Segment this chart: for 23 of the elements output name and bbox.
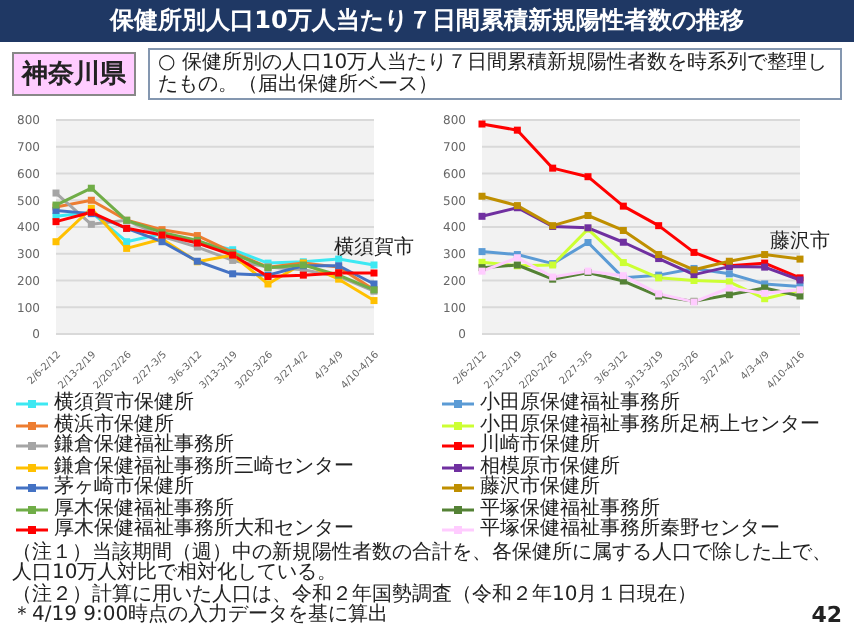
annotation: 藤沢市 (770, 229, 830, 254)
legend-label: 小田原保健福祉事務所足柄上センター (480, 413, 820, 435)
legend-label: 横浜市保健所 (54, 413, 174, 435)
legend-label: 鎌倉保健福祉事務所 (54, 434, 234, 456)
text: 神奈川県 (12, 52, 136, 96)
text: 保健所別人口10万人当たり７日間累積新規陽性者数の推移 (0, 0, 854, 42)
legend-label: 小田原保健福祉事務所 (480, 392, 680, 414)
legend-label: 相模原市保健所 (480, 455, 620, 477)
legend-label: 厚木保健福祉事務所 (54, 497, 234, 519)
text: 42 (811, 602, 842, 628)
text: （注１）当該期間（週）中の新規陽性者数の合計を、各保健所に属する人口で除した上で、人口10万人対比で相対化している。 (12, 541, 834, 584)
legend-label: 茅ヶ崎市保健所 (54, 476, 194, 498)
legend-label: 鎌倉保健福祉事務所三崎センター (54, 455, 354, 477)
legend-label: 藤沢市保健所 (480, 476, 600, 498)
legend-label: 厚木保健福祉事務所大和センター (54, 518, 354, 541)
legend-label: 平塚保健福祉事務所秦野センター (480, 518, 780, 541)
text: ＊4/19 9:00時点の入力データを基に算出 (12, 604, 389, 627)
legend-label: 平塚保健福祉事務所 (480, 497, 660, 519)
annotation: 横須賀市 (334, 234, 414, 259)
text: ○ 保健所別の人口10万人当たり７日間累積新規陽性者数を時系列で整理したもの。（届出保健所ベース） (148, 48, 842, 100)
legend-label: 川崎市保健所 (480, 434, 600, 456)
legend-label: 横須賀市保健所 (54, 392, 194, 414)
text: （注２）計算に用いた人口は、令和２年国勢調査（令和２年10月１日現在） (12, 583, 698, 605)
